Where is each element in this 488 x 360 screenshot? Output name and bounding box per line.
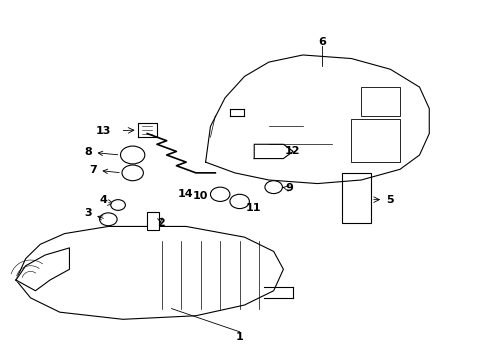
Circle shape [210,187,229,202]
Circle shape [229,194,249,208]
Text: 12: 12 [284,146,299,156]
Polygon shape [254,144,292,158]
Text: 3: 3 [84,208,103,220]
Text: 5: 5 [386,195,393,204]
Circle shape [100,213,117,226]
Text: 9: 9 [285,183,293,193]
FancyBboxPatch shape [341,173,370,223]
Text: 1: 1 [235,332,243,342]
FancyBboxPatch shape [351,119,399,162]
Text: 8: 8 [84,147,118,157]
Text: 13: 13 [95,126,111,136]
Text: 11: 11 [245,203,261,213]
Polygon shape [205,55,428,184]
Circle shape [111,200,125,210]
Text: 10: 10 [192,191,207,201]
FancyBboxPatch shape [147,212,159,230]
Text: 6: 6 [318,37,325,48]
Text: 7: 7 [89,165,119,175]
Polygon shape [16,248,69,291]
Circle shape [122,165,143,181]
Text: 2: 2 [157,218,164,229]
Polygon shape [16,226,283,319]
Circle shape [120,146,144,164]
Text: 14: 14 [178,189,193,199]
Text: 4: 4 [100,195,107,204]
Circle shape [264,181,282,194]
FancyBboxPatch shape [361,87,399,116]
